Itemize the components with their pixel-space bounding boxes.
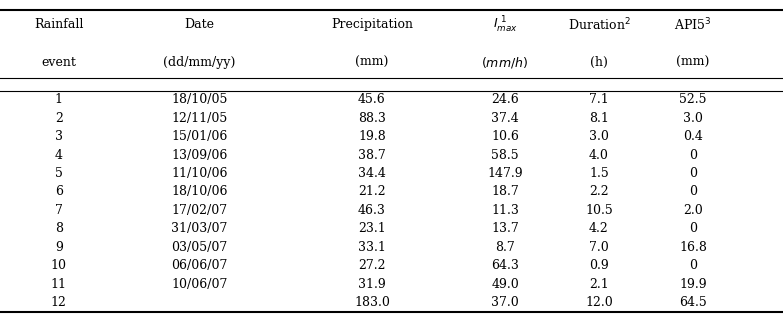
Text: (dd/mm/yy): (dd/mm/yy) (164, 56, 236, 69)
Text: 0: 0 (689, 259, 697, 272)
Text: 0.4: 0.4 (683, 130, 703, 143)
Text: 7.1: 7.1 (589, 93, 609, 106)
Text: 64.3: 64.3 (491, 259, 519, 272)
Text: 12.0: 12.0 (585, 296, 613, 309)
Text: 64.5: 64.5 (679, 296, 707, 309)
Text: 10/06/07: 10/06/07 (171, 278, 228, 291)
Text: 2.0: 2.0 (683, 204, 703, 217)
Text: 19.8: 19.8 (358, 130, 386, 143)
Text: (h): (h) (590, 56, 608, 69)
Text: 17/02/07: 17/02/07 (171, 204, 228, 217)
Text: 9: 9 (55, 241, 63, 254)
Text: 31/03/07: 31/03/07 (171, 222, 228, 235)
Text: 21.2: 21.2 (358, 185, 386, 198)
Text: 183.0: 183.0 (354, 296, 390, 309)
Text: 3: 3 (55, 130, 63, 143)
Text: 4.0: 4.0 (589, 149, 609, 162)
Text: 8.1: 8.1 (589, 112, 609, 125)
Text: 7: 7 (55, 204, 63, 217)
Text: 2.1: 2.1 (589, 278, 609, 291)
Text: Precipitation: Precipitation (331, 18, 413, 31)
Text: 03/05/07: 03/05/07 (171, 241, 228, 254)
Text: 18/10/05: 18/10/05 (171, 93, 228, 106)
Text: 4.2: 4.2 (589, 222, 609, 235)
Text: 06/06/07: 06/06/07 (171, 259, 228, 272)
Text: 88.3: 88.3 (358, 112, 386, 125)
Text: 4: 4 (55, 149, 63, 162)
Text: 8: 8 (55, 222, 63, 235)
Text: 58.5: 58.5 (491, 149, 519, 162)
Text: 46.3: 46.3 (358, 204, 386, 217)
Text: 52.5: 52.5 (679, 93, 707, 106)
Text: $\mathit{I}_{max}^{\ 1}$: $\mathit{I}_{max}^{\ 1}$ (493, 15, 518, 35)
Text: 12: 12 (51, 296, 67, 309)
Text: 0: 0 (689, 167, 697, 180)
Text: 49.0: 49.0 (491, 278, 519, 291)
Text: 18/10/06: 18/10/06 (171, 185, 228, 198)
Text: 38.7: 38.7 (358, 149, 386, 162)
Text: 3.0: 3.0 (589, 130, 609, 143)
Text: 37.0: 37.0 (491, 296, 519, 309)
Text: 10: 10 (51, 259, 67, 272)
Text: 0: 0 (689, 222, 697, 235)
Text: 11/10/06: 11/10/06 (171, 167, 228, 180)
Text: 0: 0 (689, 185, 697, 198)
Text: (mm): (mm) (677, 56, 709, 69)
Text: Rainfall: Rainfall (34, 18, 84, 31)
Text: 34.4: 34.4 (358, 167, 386, 180)
Text: 0.9: 0.9 (589, 259, 609, 272)
Text: 33.1: 33.1 (358, 241, 386, 254)
Text: 24.6: 24.6 (491, 93, 519, 106)
Text: 7.0: 7.0 (589, 241, 609, 254)
Text: API5$^{3}$: API5$^{3}$ (674, 16, 712, 33)
Text: 45.6: 45.6 (358, 93, 386, 106)
Text: Duration$^{2}$: Duration$^{2}$ (568, 16, 630, 33)
Text: 1.5: 1.5 (589, 167, 609, 180)
Text: 11: 11 (51, 278, 67, 291)
Text: 2: 2 (55, 112, 63, 125)
Text: 2.2: 2.2 (589, 185, 609, 198)
Text: event: event (41, 56, 76, 69)
Text: 12/11/05: 12/11/05 (171, 112, 228, 125)
Text: (mm): (mm) (355, 56, 388, 69)
Text: 10.6: 10.6 (491, 130, 519, 143)
Text: 31.9: 31.9 (358, 278, 386, 291)
Text: 18.7: 18.7 (491, 185, 519, 198)
Text: 16.8: 16.8 (679, 241, 707, 254)
Text: 13.7: 13.7 (491, 222, 519, 235)
Text: 37.4: 37.4 (491, 112, 519, 125)
Text: $\mathit{(mm/h)}$: $\mathit{(mm/h)}$ (482, 55, 529, 70)
Text: 147.9: 147.9 (487, 167, 523, 180)
Text: 8.7: 8.7 (495, 241, 515, 254)
Text: 1: 1 (55, 93, 63, 106)
Text: 3.0: 3.0 (683, 112, 703, 125)
Text: 5: 5 (55, 167, 63, 180)
Text: 27.2: 27.2 (358, 259, 386, 272)
Text: 15/01/06: 15/01/06 (171, 130, 228, 143)
Text: 19.9: 19.9 (679, 278, 707, 291)
Text: 11.3: 11.3 (491, 204, 519, 217)
Text: Date: Date (185, 18, 215, 31)
Text: 6: 6 (55, 185, 63, 198)
Text: 13/09/06: 13/09/06 (171, 149, 228, 162)
Text: 0: 0 (689, 149, 697, 162)
Text: 23.1: 23.1 (358, 222, 386, 235)
Text: 10.5: 10.5 (585, 204, 613, 217)
